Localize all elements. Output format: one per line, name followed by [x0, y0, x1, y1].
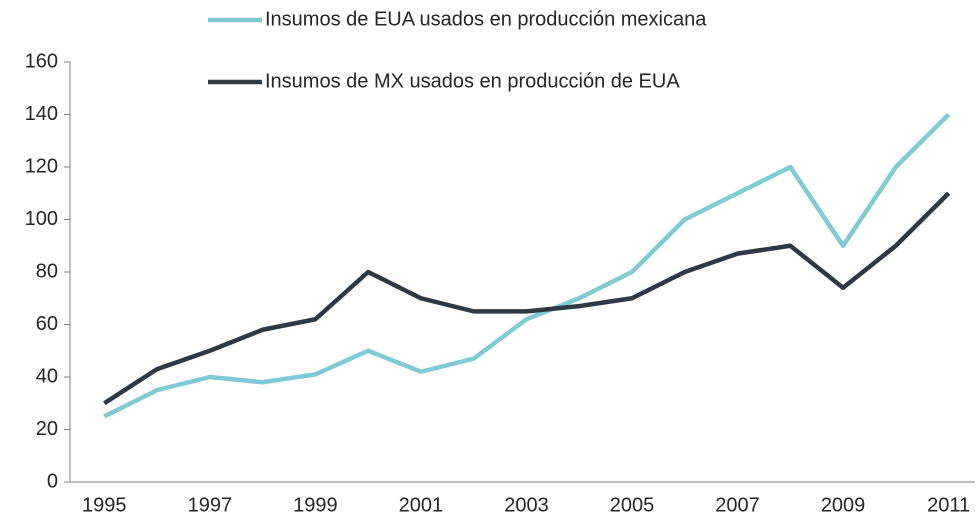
x-tick-label: 2001 — [399, 494, 444, 516]
y-tick-label: 40 — [36, 365, 58, 387]
x-tick-label: 1995 — [82, 494, 127, 516]
line-series — [103, 112, 951, 419]
x-tick-label: 2005 — [610, 494, 655, 516]
y-tick-label: 60 — [36, 313, 58, 335]
y-tick-label: 120 — [25, 155, 58, 177]
y-tick-label: 20 — [36, 418, 58, 440]
y-tick-label: 100 — [25, 208, 58, 230]
x-tick-label: 2007 — [715, 494, 760, 516]
line-series — [103, 191, 951, 406]
y-tick-label: 160 — [25, 50, 58, 72]
y-tick-label: 140 — [25, 103, 58, 125]
y-tick-label: 80 — [36, 260, 58, 282]
y-tick-label: 0 — [47, 470, 58, 492]
x-tick-label: 2003 — [504, 494, 549, 516]
legend-label: Insumos de EUA usados en producción mexi… — [265, 8, 707, 30]
x-tick-label: 2011 — [927, 494, 970, 516]
x-tick-label: 2009 — [821, 494, 866, 516]
x-tick-label: 1999 — [293, 494, 338, 516]
legend-label: Insumos de MX usados en producción de EU… — [265, 70, 680, 92]
x-tick-label: 1997 — [188, 494, 233, 516]
